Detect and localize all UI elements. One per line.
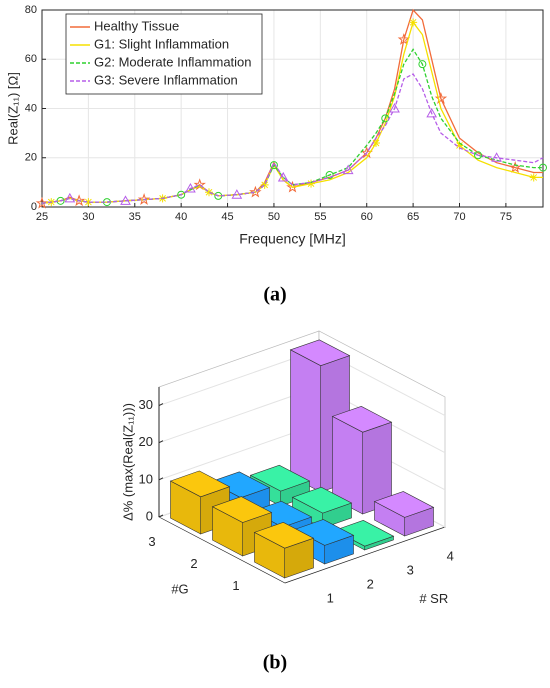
legend-label: G1: Slight Inflammation	[94, 36, 229, 51]
marker	[205, 188, 213, 197]
marker	[325, 170, 334, 179]
x-tick-label: 2	[367, 577, 374, 592]
bar-top	[169, 470, 231, 498]
bar-top	[331, 405, 393, 433]
x-tick-label: 1	[327, 591, 334, 606]
x-tick-label: 40	[175, 211, 187, 223]
marker	[455, 141, 464, 150]
x-axis-label: Frequency [MHz]	[239, 231, 346, 247]
z-tick-label: 30	[139, 397, 153, 412]
legend-label: G2: Moderate Inflammation	[94, 54, 252, 69]
x-tick-label: 75	[500, 211, 512, 223]
marker	[397, 33, 411, 45]
marker	[35, 196, 49, 209]
legend-label: Healthy Tissue	[94, 18, 179, 33]
x-tick-label: 30	[82, 211, 94, 223]
y-tick-label: 40	[25, 102, 37, 114]
x-tick-label: 25	[36, 211, 48, 223]
tick-mark	[158, 514, 164, 518]
tick-mark	[158, 440, 164, 444]
legend-box	[65, 13, 263, 95]
z-axis-label: Δ% (max(Real(Z₁₁)))	[120, 403, 135, 521]
y-axis-label: #G	[171, 582, 188, 597]
bar-top	[291, 486, 353, 514]
y-tick-label: 0	[31, 201, 37, 213]
z-tick-label: 10	[139, 471, 153, 486]
series-line	[41, 48, 543, 204]
z-tick-label: 0	[146, 508, 153, 523]
x-tick-label: 65	[407, 211, 419, 223]
panel-label: (a)	[263, 284, 286, 306]
marker	[508, 161, 522, 173]
bar-side	[290, 349, 322, 493]
marker	[529, 173, 538, 182]
x-tick-label: 4	[447, 549, 454, 564]
bar-top	[211, 496, 273, 523]
panel-label: (b)	[263, 652, 287, 674]
x-tick-label: 3	[407, 563, 414, 578]
marker	[249, 185, 262, 198]
y-tick-label: 20	[25, 152, 37, 164]
tick-mark	[158, 403, 164, 407]
marker	[539, 163, 547, 172]
marker	[269, 161, 278, 170]
marker	[372, 138, 380, 147]
marker	[474, 151, 483, 160]
marker	[286, 180, 299, 193]
plot-frame	[41, 9, 544, 208]
marker	[231, 189, 243, 199]
marker	[418, 60, 427, 69]
y-tick-label: 3	[148, 534, 155, 549]
marker	[120, 195, 131, 205]
legend-label: G3: Severe Inflammation	[94, 72, 238, 87]
x-tick-label: 60	[361, 211, 373, 223]
marker	[84, 198, 93, 207]
bar-top	[289, 339, 351, 367]
series-line	[41, 20, 543, 204]
bar-top	[253, 521, 315, 549]
marker	[64, 192, 76, 203]
x-tick-label: 35	[129, 211, 141, 223]
marker	[307, 179, 316, 188]
y-axis-label: Real(Z₁₁) [Ω]	[5, 72, 20, 145]
y-tick-label: 80	[25, 4, 37, 16]
y-tick-label: 2	[190, 556, 197, 571]
x-tick-label: 50	[268, 211, 280, 223]
bar-top	[373, 491, 435, 518]
marker	[277, 171, 289, 182]
marker	[409, 18, 418, 27]
marker	[426, 107, 438, 118]
marker	[491, 152, 502, 162]
y-tick-label: 60	[25, 53, 37, 65]
z-tick-label: 20	[139, 434, 153, 449]
y-tick-label: 1	[232, 578, 239, 593]
x-tick-label: 45	[221, 211, 233, 223]
marker	[342, 164, 354, 175]
marker	[389, 102, 400, 113]
x-tick-label: 55	[314, 211, 326, 223]
marker	[177, 190, 186, 199]
tick-mark	[158, 477, 164, 481]
bar-top	[249, 464, 311, 492]
marker	[137, 193, 151, 205]
x-tick-label: 70	[453, 211, 465, 223]
x-axis-label: # SR	[419, 591, 448, 606]
marker	[260, 180, 269, 189]
marker	[185, 183, 196, 193]
